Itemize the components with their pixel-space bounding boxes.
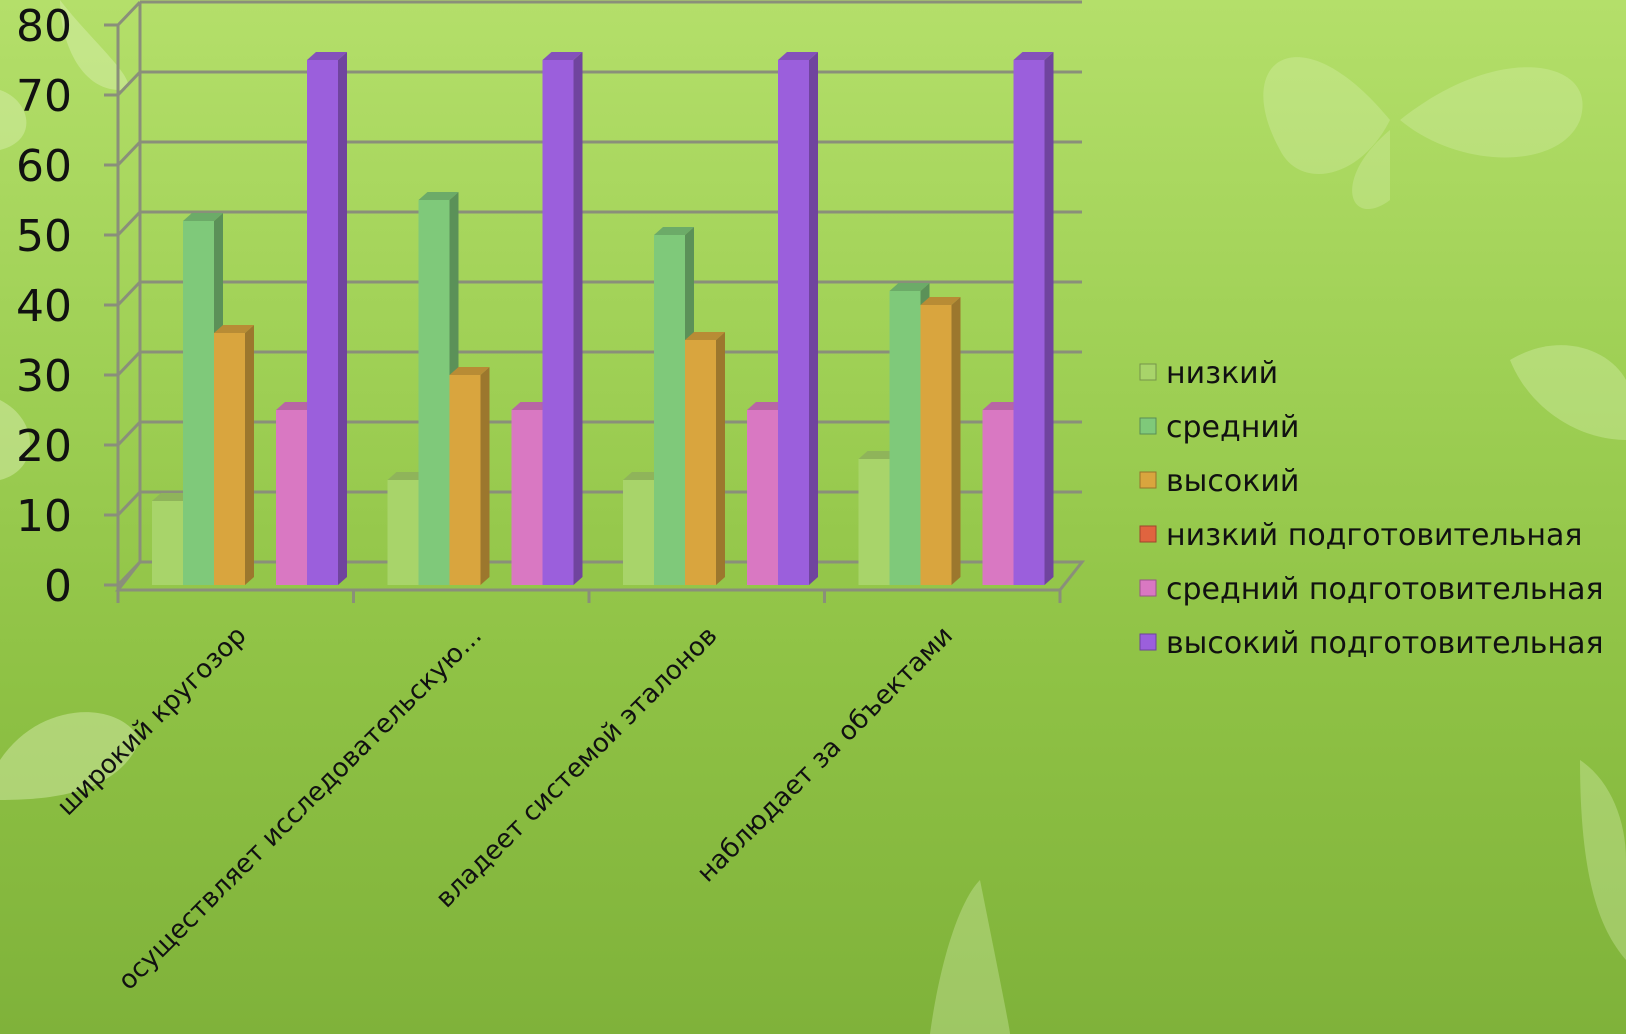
bar [307,52,347,585]
butterfly-decoration-bottom-right [930,345,1626,1034]
gridline-side [116,0,142,27]
butterfly-decoration-left [0,400,140,800]
legend-swatch [1139,471,1157,489]
legend-label: низкий подготовительная [1166,518,1582,553]
legend-label: низкий [1166,356,1278,391]
legend-label: высокий [1166,464,1299,499]
legend-item: высокий [1139,464,1299,499]
y-tick-label: 50 [16,211,72,262]
y-tick-label: 40 [16,281,72,332]
y-tick-label: 0 [44,561,72,612]
y-tick-label: 70 [16,71,72,122]
gridline-side [116,420,142,447]
y-tick-label: 20 [16,421,72,472]
bar [920,297,961,585]
gridline-side [116,70,142,97]
legend-swatch [1139,417,1157,435]
bar [214,325,254,585]
bar [542,52,583,585]
x-tick-label: владеет системой эталонов [430,621,723,914]
legend-label: высокий подготовительная [1166,626,1604,661]
gridline-side [116,280,142,307]
legend-item: высокий подготовительная [1139,626,1604,661]
floor-plane [114,560,1086,592]
legend-item: низкий [1139,356,1278,391]
bar [685,332,725,585]
gridline-side [116,350,142,377]
gridline-side [116,210,142,237]
legend-swatch [1139,525,1157,543]
bars [152,52,1054,585]
legend-item: средний подготовительная [1139,572,1604,607]
legend-swatch [1139,579,1157,597]
y-tick-label: 80 [16,1,72,52]
x-tick-label: осуществляет исследовательскую... [113,621,488,996]
y-tick-label: 30 [16,351,72,402]
legend: низкий средний высокий низкий подготовитель… [1139,356,1604,661]
legend-swatch [1139,363,1157,381]
bar [1013,52,1054,585]
legend-label: средний подготовительная [1166,572,1604,607]
bar [778,52,818,585]
x-tick-label: наблюдает за объектами [691,621,959,889]
legend-swatch [1139,633,1157,651]
gridline-side [116,140,142,167]
y-tick-label: 60 [16,141,72,192]
y-tick-label: 10 [16,491,72,542]
y-axis: 0 10 20 30 40 50 60 70 80 [16,1,120,612]
legend-label: средний [1166,410,1299,445]
legend-item: низкий подготовительная [1139,518,1582,553]
butterfly-decoration-top-left [0,0,129,150]
bar [449,367,490,585]
gridline-side [116,490,142,517]
butterfly-decoration-top-right [1263,57,1583,210]
legend-item: средний [1139,410,1299,445]
